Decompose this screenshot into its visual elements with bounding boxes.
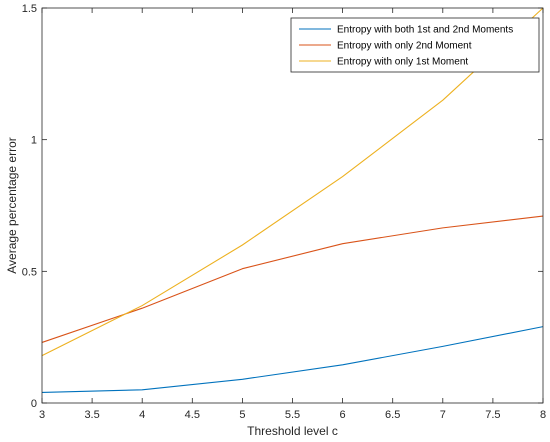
x-tick-label: 7 <box>440 409 446 421</box>
plot-area <box>42 8 543 403</box>
legend-entry-3: Entropy with only 1st Moment <box>337 57 468 68</box>
x-axis: 3 3.5 4 4.5 5 5.5 6 6.5 7 7.5 8 <box>39 8 546 421</box>
x-tick-label: 4.5 <box>185 409 200 421</box>
y-tick-label: 1 <box>31 135 37 147</box>
series-line-1 <box>41 326 544 394</box>
y-axis: 0 0.5 1 1.5 <box>22 3 543 410</box>
plot-background <box>42 8 543 403</box>
legend-entry-2: Entropy with only 2nd Moment <box>337 41 472 52</box>
legend-entry-1: Entropy with both 1st and 2nd Moments <box>337 25 513 36</box>
legend-box <box>290 17 540 73</box>
y-tick-label: 0.5 <box>22 266 37 278</box>
x-tick-label: 6.5 <box>385 409 400 421</box>
x-tick-label: 8 <box>540 409 546 421</box>
x-tick-label: 7.5 <box>485 409 500 421</box>
x-tick-label: 3 <box>39 409 45 421</box>
x-tick-label: 6 <box>340 409 346 421</box>
x-axis-label: Threshold level c <box>247 424 338 438</box>
legend: Entropy with both 1st and 2nd Moments Ent… <box>290 17 540 73</box>
x-tick-label: 5.5 <box>285 409 300 421</box>
series-line-3 <box>41 7 544 357</box>
y-tick-label: 1.5 <box>22 3 37 15</box>
y-axis-label: Average percentage error <box>5 137 19 274</box>
x-tick-label: 3.5 <box>84 409 99 421</box>
x-tick-label: 4 <box>139 409 145 421</box>
series-layer <box>41 7 544 394</box>
x-tick-label: 5 <box>239 409 245 421</box>
y-tick-label: 0 <box>31 398 37 410</box>
